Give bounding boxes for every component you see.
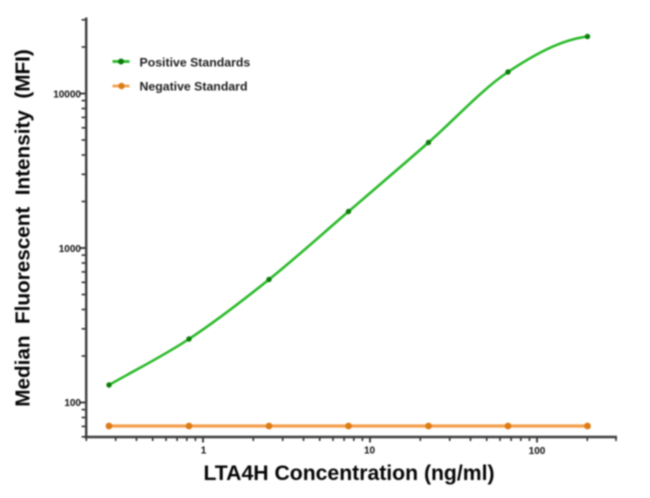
- svg-text:LTA4H Concentration (ng/ml): LTA4H Concentration (ng/ml): [203, 462, 494, 485]
- svg-text:Negative Standard: Negative Standard: [140, 79, 248, 93]
- svg-text:100: 100: [64, 398, 81, 409]
- svg-text:100: 100: [529, 446, 546, 457]
- svg-text:10000: 10000: [53, 89, 81, 100]
- svg-text:Positive Standards: Positive Standards: [140, 55, 251, 69]
- svg-text:Median Fluorescent Intensity: Median Fluorescent Intensity (MFI): [12, 49, 35, 406]
- svg-text:10: 10: [364, 446, 376, 457]
- svg-text:1000: 1000: [59, 244, 82, 255]
- svg-text:1: 1: [201, 446, 207, 457]
